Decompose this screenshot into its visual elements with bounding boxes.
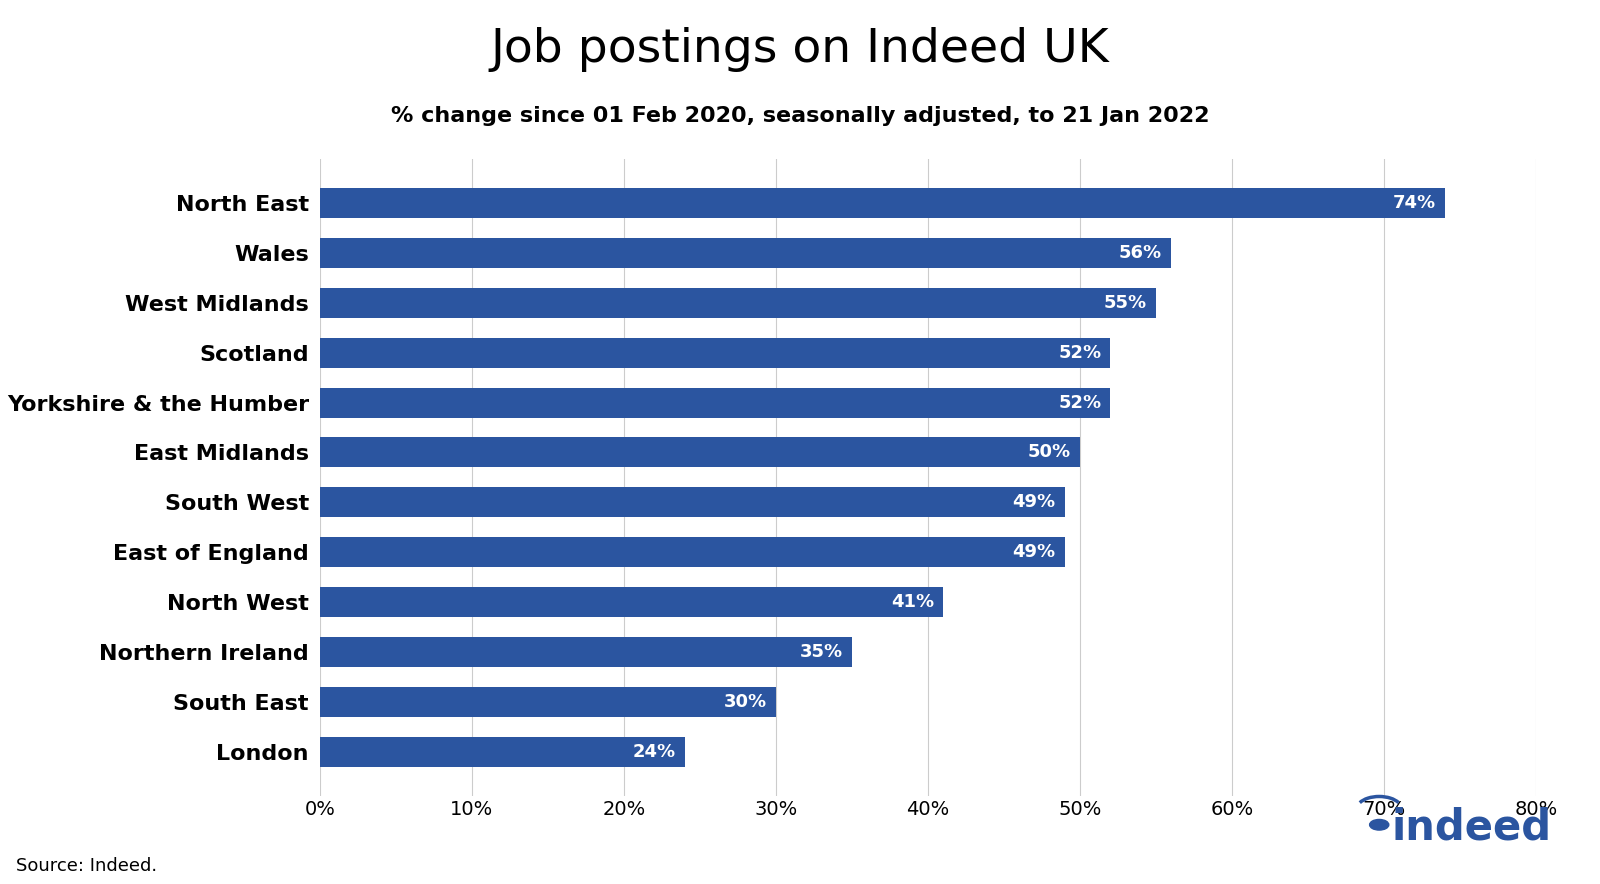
- Text: 52%: 52%: [1058, 393, 1101, 412]
- Text: 30%: 30%: [723, 693, 766, 711]
- Bar: [320, 736, 685, 766]
- Bar: [320, 387, 1110, 417]
- Bar: [320, 587, 944, 617]
- Bar: [320, 288, 1155, 317]
- Text: % change since 01 Feb 2020, seasonally adjusted, to 21 Jan 2022: % change since 01 Feb 2020, seasonally a…: [390, 106, 1210, 126]
- Circle shape: [1370, 819, 1389, 830]
- Text: Job postings on Indeed UK: Job postings on Indeed UK: [491, 27, 1109, 72]
- Bar: [320, 487, 1066, 517]
- Bar: [320, 438, 1080, 468]
- Text: 41%: 41%: [891, 593, 934, 611]
- Text: 24%: 24%: [632, 743, 675, 761]
- Bar: [320, 238, 1171, 268]
- Text: 49%: 49%: [1013, 543, 1056, 561]
- Bar: [320, 537, 1066, 568]
- Bar: [320, 188, 1445, 218]
- Bar: [320, 687, 776, 717]
- Bar: [320, 338, 1110, 368]
- Text: 49%: 49%: [1013, 493, 1056, 511]
- Text: 52%: 52%: [1058, 344, 1101, 362]
- Text: 74%: 74%: [1392, 194, 1435, 212]
- Text: Source: Indeed.: Source: Indeed.: [16, 857, 157, 875]
- Text: indeed: indeed: [1392, 806, 1552, 849]
- Text: 56%: 56%: [1118, 244, 1162, 262]
- Bar: [320, 637, 851, 667]
- Text: 55%: 55%: [1104, 293, 1147, 312]
- Text: 50%: 50%: [1027, 444, 1070, 461]
- Text: 35%: 35%: [800, 643, 843, 661]
